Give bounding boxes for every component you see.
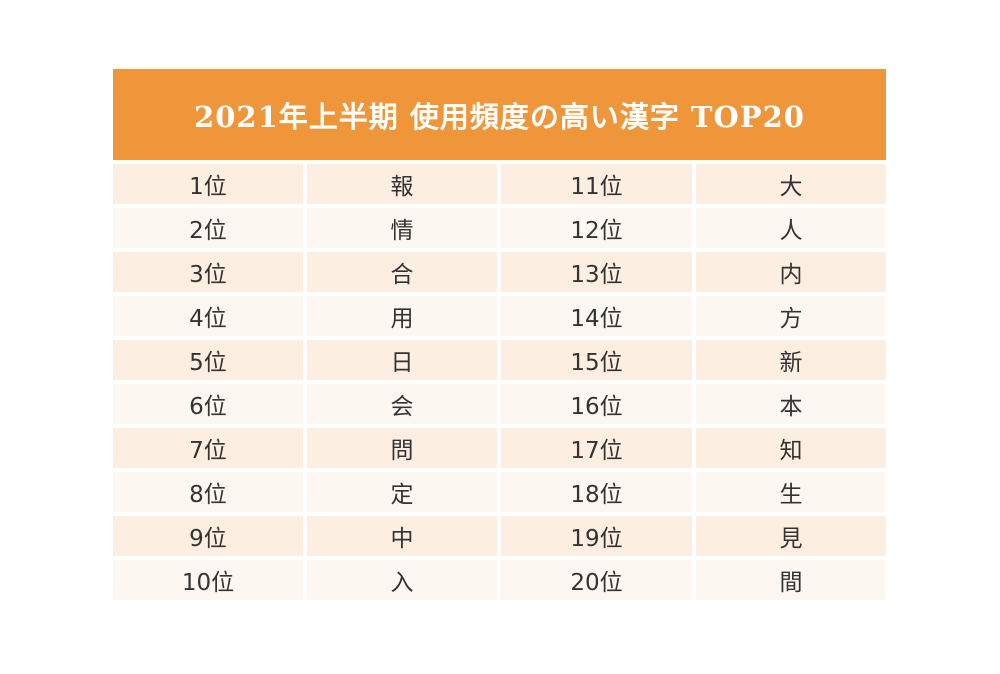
table-row: 8位 定 18位 生 — [113, 472, 886, 512]
kanji-cell: 人 — [696, 208, 886, 248]
kanji-cell: 会 — [307, 384, 497, 424]
rank-cell: 14位 — [501, 296, 692, 336]
rank-cell: 15位 — [501, 340, 692, 380]
table-title: 2021年上半期 使用頻度の高い漢字 TOP20 — [113, 69, 886, 160]
kanji-cell: 情 — [307, 208, 497, 248]
kanji-cell: 間 — [696, 560, 886, 600]
rank-cell: 7位 — [113, 428, 303, 468]
rank-cell: 4位 — [113, 296, 303, 336]
rank-cell: 9位 — [113, 516, 303, 556]
table-row: 4位 用 14位 方 — [113, 296, 886, 336]
kanji-cell: 中 — [307, 516, 497, 556]
kanji-cell: 問 — [307, 428, 497, 468]
table-row: 6位 会 16位 本 — [113, 384, 886, 424]
rank-cell: 10位 — [113, 560, 303, 600]
ranking-table: 2021年上半期 使用頻度の高い漢字 TOP20 1位 報 11位 大 2位 情… — [113, 69, 886, 604]
rank-cell: 20位 — [501, 560, 692, 600]
rank-cell: 8位 — [113, 472, 303, 512]
kanji-cell: 入 — [307, 560, 497, 600]
table-row: 2位 情 12位 人 — [113, 208, 886, 248]
rank-cell: 11位 — [501, 164, 692, 204]
kanji-cell: 大 — [696, 164, 886, 204]
table-row: 5位 日 15位 新 — [113, 340, 886, 380]
table-row: 1位 報 11位 大 — [113, 164, 886, 204]
table-row: 10位 入 20位 間 — [113, 560, 886, 600]
rank-cell: 3位 — [113, 252, 303, 292]
kanji-cell: 見 — [696, 516, 886, 556]
rank-cell: 16位 — [501, 384, 692, 424]
rank-cell: 6位 — [113, 384, 303, 424]
table-row: 9位 中 19位 見 — [113, 516, 886, 556]
kanji-cell: 生 — [696, 472, 886, 512]
rank-cell: 5位 — [113, 340, 303, 380]
rank-cell: 18位 — [501, 472, 692, 512]
kanji-cell: 内 — [696, 252, 886, 292]
kanji-cell: 用 — [307, 296, 497, 336]
rank-cell: 2位 — [113, 208, 303, 248]
rank-cell: 12位 — [501, 208, 692, 248]
rank-cell: 13位 — [501, 252, 692, 292]
rank-cell: 19位 — [501, 516, 692, 556]
kanji-cell: 知 — [696, 428, 886, 468]
kanji-cell: 合 — [307, 252, 497, 292]
kanji-cell: 定 — [307, 472, 497, 512]
table-row: 7位 問 17位 知 — [113, 428, 886, 468]
table-row: 3位 合 13位 内 — [113, 252, 886, 292]
rank-cell: 1位 — [113, 164, 303, 204]
kanji-cell: 本 — [696, 384, 886, 424]
kanji-cell: 報 — [307, 164, 497, 204]
kanji-cell: 方 — [696, 296, 886, 336]
kanji-cell: 新 — [696, 340, 886, 380]
table-body: 1位 報 11位 大 2位 情 12位 人 3位 合 13位 内 4位 用 14… — [113, 164, 886, 600]
kanji-cell: 日 — [307, 340, 497, 380]
rank-cell: 17位 — [501, 428, 692, 468]
